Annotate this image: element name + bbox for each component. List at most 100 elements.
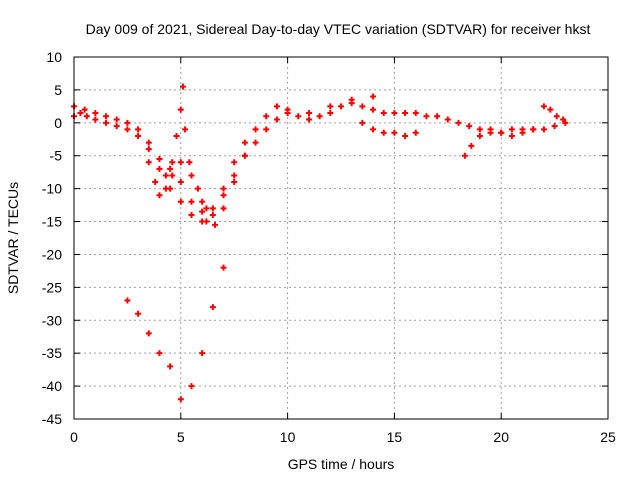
data-point	[252, 139, 259, 146]
data-point	[194, 185, 201, 192]
data-point	[560, 116, 567, 123]
data-point	[203, 218, 210, 225]
data-point	[211, 221, 218, 228]
data-point	[188, 383, 195, 390]
data-point	[156, 165, 163, 172]
data-point	[231, 159, 238, 166]
data-point	[498, 129, 505, 136]
y-tick-label: -30	[42, 312, 62, 328]
data-point	[273, 116, 280, 123]
data-point	[162, 185, 169, 192]
plot-frame	[73, 56, 609, 420]
data-point	[305, 109, 312, 116]
data-point	[380, 129, 387, 136]
data-point	[124, 126, 131, 133]
data-point	[530, 126, 537, 133]
data-point	[402, 109, 409, 116]
data-point	[220, 264, 227, 271]
tick-layer: 0 5 10 15 20 25 10 5 0 -5 -10 -15 -20 -25 -30 -35 -40 -45	[42, 49, 616, 445]
data-point	[553, 113, 560, 120]
y-tick-label: -40	[42, 378, 62, 394]
data-point	[338, 103, 344, 110]
data-point	[177, 396, 184, 403]
data-point	[179, 83, 186, 90]
series-main	[71, 100, 569, 225]
series-low-track	[124, 264, 227, 403]
data-point	[173, 132, 180, 139]
data-point	[273, 103, 280, 110]
data-point	[135, 310, 142, 317]
data-point	[391, 129, 398, 136]
data-point	[220, 205, 227, 212]
data-point	[370, 106, 377, 113]
data-point	[241, 152, 248, 159]
data-point	[177, 198, 184, 205]
data-point	[199, 350, 206, 357]
data-point	[199, 208, 206, 215]
data-point	[169, 172, 176, 179]
data-point	[83, 113, 90, 120]
y-tick-label: -15	[42, 214, 62, 230]
data-point	[327, 109, 334, 116]
data-point	[169, 159, 176, 166]
data-point	[295, 113, 302, 120]
series-upper-track	[71, 93, 377, 215]
data-point	[444, 116, 451, 123]
x-axis-label: GPS time / hours	[288, 456, 395, 472]
y-tick-label: -25	[42, 279, 62, 295]
data-layer	[71, 83, 569, 403]
data-point	[124, 119, 131, 126]
data-point	[231, 179, 238, 186]
data-point	[231, 172, 238, 179]
data-point	[162, 172, 169, 179]
x-tick-label: 5	[177, 429, 185, 445]
y-tick-label: -35	[42, 345, 62, 361]
data-point	[135, 126, 142, 133]
data-point	[152, 179, 159, 186]
data-point	[177, 106, 184, 113]
data-point	[145, 330, 152, 337]
data-point	[77, 109, 84, 116]
data-point	[113, 123, 120, 130]
data-point	[188, 198, 195, 205]
y-tick-label: -45	[42, 411, 62, 427]
data-point	[305, 116, 312, 123]
x-tick-label: 20	[493, 429, 509, 445]
data-point	[359, 119, 366, 126]
data-point	[466, 123, 473, 130]
data-point	[209, 304, 216, 311]
data-point	[423, 113, 430, 120]
data-point	[156, 192, 163, 199]
data-point	[156, 350, 163, 357]
data-point	[188, 172, 195, 179]
data-point	[455, 119, 462, 126]
data-point	[562, 119, 569, 126]
data-point	[113, 116, 120, 123]
y-axis-label: SDTVAR / TECUs	[5, 182, 21, 294]
y-tick-label: -20	[42, 246, 62, 262]
data-point	[203, 205, 210, 212]
data-point	[370, 93, 377, 100]
grid-layer	[74, 57, 608, 419]
series-late-right	[359, 119, 419, 139]
data-point	[359, 103, 366, 110]
data-point	[252, 126, 259, 133]
data-point	[540, 126, 547, 133]
data-point	[316, 113, 323, 120]
x-tick-label: 0	[70, 429, 78, 445]
data-point	[156, 156, 163, 163]
data-point	[103, 113, 110, 120]
data-point	[391, 109, 398, 116]
data-point	[145, 146, 152, 153]
data-point	[487, 129, 494, 136]
data-point	[81, 106, 88, 113]
x-tick-label: 25	[600, 429, 616, 445]
data-point	[263, 126, 270, 133]
y-tick-label: -5	[50, 148, 63, 164]
data-point	[188, 211, 195, 218]
data-point	[434, 113, 441, 120]
data-point	[135, 132, 142, 139]
data-point	[199, 198, 206, 205]
data-point	[547, 106, 554, 113]
